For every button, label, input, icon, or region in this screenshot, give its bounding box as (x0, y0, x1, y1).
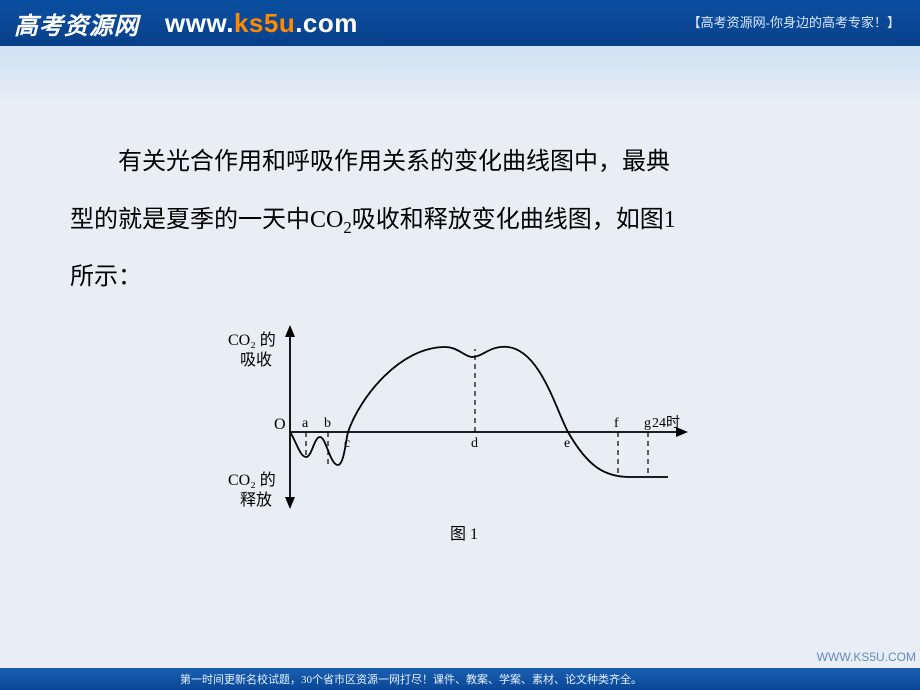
tick-f: f (614, 416, 619, 431)
para-line2b: 吸收和释放变化曲线图，如图1 (352, 207, 676, 233)
logo-chinese: 高考资源网 (14, 6, 139, 41)
tick-b: b (324, 416, 331, 431)
tick-g: g (644, 416, 651, 431)
sub-header-band (0, 46, 920, 106)
footer-text: 第一时间更新名校试题，30个省市区资源一网打尽！课件、教案、学案、素材、论文种类… (180, 671, 642, 687)
page-header: 高考资源网 www.ks5u.com 【高考资源网-你身边的高考专家！】 (0, 0, 920, 46)
para-line3: 所示： (70, 264, 142, 290)
y-bot-label-1: CO₂ 的 (228, 471, 276, 489)
y-arrow-down (285, 497, 295, 509)
logo-url: www.ks5u.com (165, 8, 358, 39)
co2-curve (290, 347, 668, 477)
figure-wrap: CO₂ 的 吸收 CO₂ 的 释放 O 24时 a b c d e f g (70, 317, 850, 547)
para-sub: 2 (343, 217, 351, 236)
y-top-label-1: CO₂ 的 (228, 331, 276, 349)
url-www: www. (165, 8, 234, 38)
url-com: .com (295, 8, 358, 38)
figure-caption: 图 1 (450, 526, 478, 543)
para-line2a: 型的就是夏季的一天中CO (70, 207, 343, 233)
y-bot-label-2: 释放 (240, 491, 272, 509)
co2-curve-chart: CO₂ 的 吸收 CO₂ 的 释放 O 24时 a b c d e f g (210, 317, 710, 547)
url-ks5u: ks5u (234, 8, 295, 38)
paragraph: 有关光合作用和呼吸作用关系的变化曲线图中，最典 型的就是夏季的一天中CO2吸收和… (70, 134, 850, 307)
tick-e: e (564, 436, 570, 451)
tick-a: a (302, 416, 309, 431)
tick-c: c (344, 436, 350, 451)
tick-d: d (471, 436, 478, 451)
y-top-label-2: 吸收 (240, 351, 272, 369)
corner-watermark: WWW.KS5U.COM (817, 650, 916, 664)
y-arrow-up (285, 325, 295, 337)
x-end-label: 24时 (652, 415, 680, 431)
origin-label: O (274, 416, 286, 433)
page-footer: 第一时间更新名校试题，30个省市区资源一网打尽！课件、教案、学案、素材、论文种类… (0, 668, 920, 690)
header-tagline: 【高考资源网-你身边的高考专家！】 (688, 12, 900, 31)
para-line1: 有关光合作用和呼吸作用关系的变化曲线图中，最典 (118, 149, 670, 175)
main-content: 有关光合作用和呼吸作用关系的变化曲线图中，最典 型的就是夏季的一天中CO2吸收和… (0, 106, 920, 547)
logo-block: 高考资源网 www.ks5u.com (14, 6, 358, 41)
